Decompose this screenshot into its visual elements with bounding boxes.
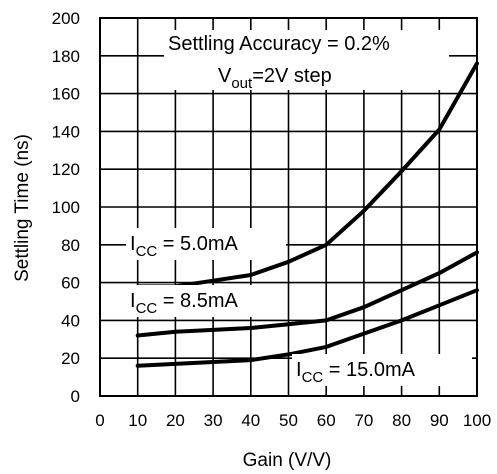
series-line-1	[135, 61, 479, 289]
x-tick-label: 0	[95, 411, 104, 430]
series-label-bg	[126, 228, 286, 260]
y-tick-label: 120	[52, 160, 80, 179]
series-line-3	[135, 288, 479, 368]
y-tick-label: 40	[61, 311, 80, 330]
series-label-2: ICC = 8.5mA	[130, 290, 238, 317]
x-tick-label: 70	[354, 411, 373, 430]
y-tick-label: 0	[71, 387, 80, 406]
x-tick-label: 100	[463, 411, 491, 430]
x-tick-label: 90	[430, 411, 449, 430]
y-tick-label: 20	[61, 349, 80, 368]
annotation-accuracy: Settling Accuracy = 0.2%	[168, 33, 390, 55]
x-axis-label: Gain (V/V)	[243, 450, 332, 471]
x-tick-label: 10	[128, 411, 147, 430]
annotation-vout: Vout=2V step	[218, 65, 332, 92]
series-label-3: ICC = 15.0mA	[296, 359, 416, 386]
x-tick-labels: 0 10 20 30 40 50 60 70 80 90 100	[95, 411, 491, 430]
annotation-box: Settling Accuracy = 0.2% Vout=2V step	[164, 30, 449, 92]
x-tick-label: 30	[204, 411, 223, 430]
series-line-2	[135, 250, 479, 338]
y-tick-labels: 0 20 40 60 80 100 120 140 160 180 200	[52, 9, 80, 406]
y-tick-label: 140	[52, 122, 80, 141]
y-tick-label: 100	[52, 198, 80, 217]
y-axis-label: Settling Time (ns)	[12, 134, 33, 282]
plot-frame	[99, 17, 478, 397]
y-tick-label: 80	[61, 236, 80, 255]
series-label-1: ICC = 5.0mA	[130, 233, 238, 260]
y-tick-label: 180	[52, 47, 80, 66]
x-tick-label: 60	[317, 411, 336, 430]
series-label-bg	[292, 354, 472, 386]
x-tick-label: 50	[279, 411, 298, 430]
series-label-bg	[126, 285, 286, 317]
y-tick-label: 60	[61, 274, 80, 293]
y-tick-label: 160	[52, 85, 80, 104]
x-tick-label: 80	[392, 411, 411, 430]
x-tick-label: 20	[166, 411, 185, 430]
x-tick-label: 40	[241, 411, 260, 430]
series-labels: ICC = 5.0mA ICC = 8.5mA ICC = 15.0mA	[126, 228, 472, 386]
y-tick-label: 200	[52, 9, 80, 28]
series-layer	[135, 61, 479, 368]
